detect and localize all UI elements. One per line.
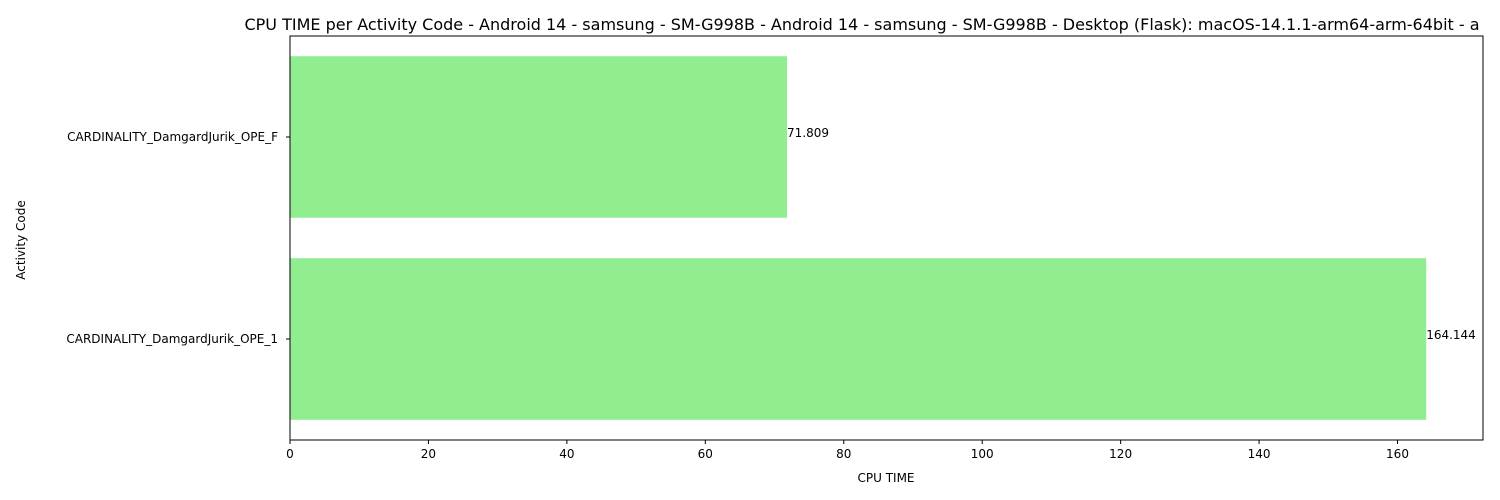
bar — [290, 258, 1427, 420]
y-tick-label: CARDINALITY_DamgardJurik_OPE_F — [67, 130, 278, 144]
x-tick-label: 20 — [421, 447, 436, 461]
x-tick-label: 120 — [1109, 447, 1132, 461]
x-tick-label: 140 — [1248, 447, 1271, 461]
chart-title: CPU TIME per Activity Code - Android 14 … — [244, 15, 1479, 34]
value-labels-group: 71.809 164.144 — [787, 126, 1476, 342]
bar-value-label: 71.809 — [787, 126, 829, 140]
y-tick-label: CARDINALITY_DamgardJurik_OPE_1 — [66, 332, 278, 346]
x-axis-label: CPU TIME — [857, 471, 914, 485]
bars-group — [290, 56, 1427, 420]
x-tick-label: 160 — [1386, 447, 1409, 461]
x-tick-label: 60 — [698, 447, 713, 461]
plot-frame — [289, 35, 1484, 441]
x-tick-label: 0 — [286, 447, 294, 461]
x-tick-label: 40 — [559, 447, 574, 461]
bar — [290, 56, 788, 218]
y-axis-ticks: CARDINALITY_DamgardJurik_OPE_F CARDINALIT… — [66, 130, 290, 346]
bar-value-label: 164.144 — [1426, 328, 1476, 342]
y-axis-label: Activity Code — [14, 200, 28, 279]
x-axis-ticks: 0 20 40 60 80 100 120 140 160 — [286, 440, 1409, 461]
x-tick-label: 100 — [971, 447, 994, 461]
x-tick-label: 80 — [836, 447, 851, 461]
